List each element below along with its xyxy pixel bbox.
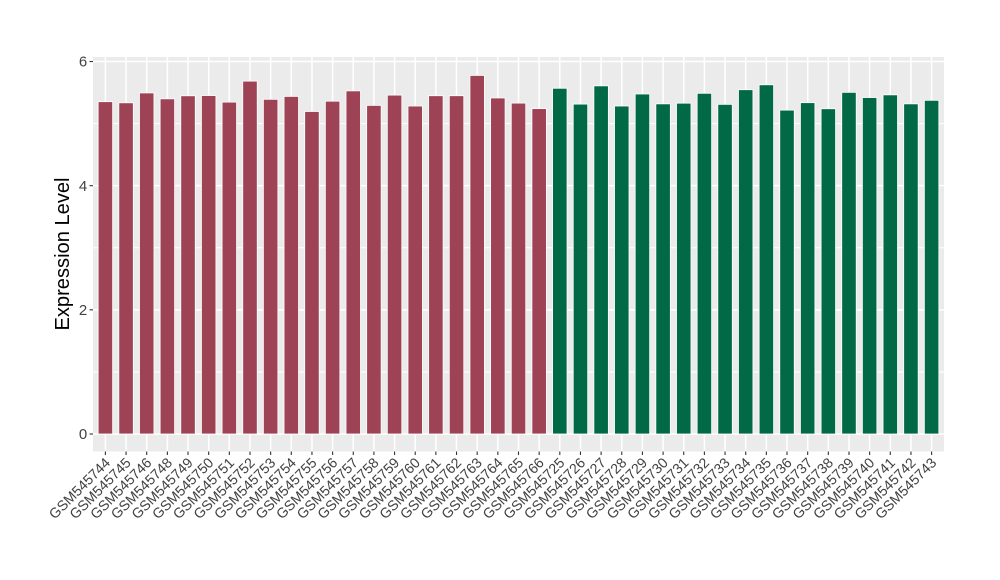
svg-text:Expression Level: Expression Level: [52, 177, 74, 330]
svg-text:0: 0: [79, 426, 87, 443]
svg-text:6: 6: [79, 54, 87, 71]
svg-text:2: 2: [79, 302, 87, 319]
svg-text:4: 4: [79, 178, 87, 195]
